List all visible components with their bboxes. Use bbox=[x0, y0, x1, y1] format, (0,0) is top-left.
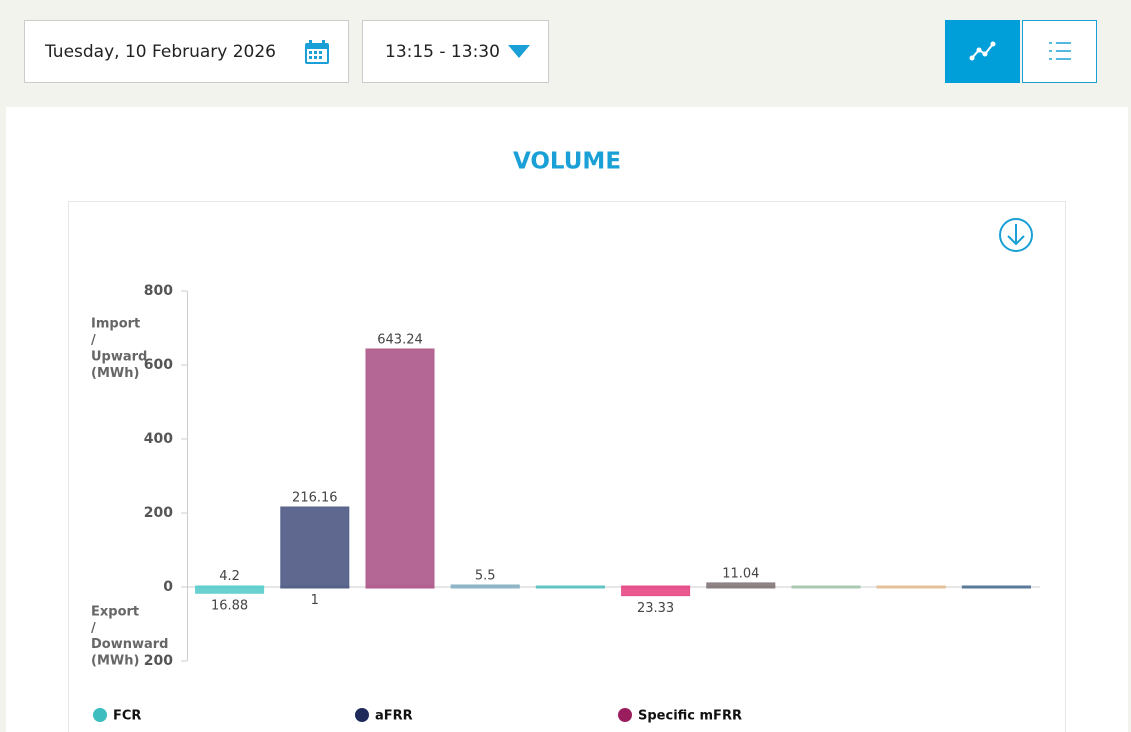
bar bbox=[706, 585, 776, 589]
chart-card bbox=[68, 201, 1066, 732]
legend-label: FCR bbox=[113, 709, 141, 724]
y-tick-label: 600 bbox=[144, 357, 173, 373]
dropdown-arrow bbox=[508, 45, 530, 58]
chart-title: VOLUME bbox=[513, 149, 621, 175]
time-picker[interactable]: 13:15 - 13:30 bbox=[362, 20, 549, 83]
value-label: 23.33 bbox=[637, 601, 674, 616]
y-tick-label: 0 bbox=[163, 579, 173, 595]
bar bbox=[280, 585, 350, 589]
y-axis-label: Upward bbox=[91, 350, 147, 365]
legend-label: Specific mFRR bbox=[638, 709, 742, 724]
download-icon[interactable] bbox=[999, 218, 1033, 252]
list-icon bbox=[1049, 42, 1071, 60]
bar bbox=[961, 585, 1031, 589]
bar bbox=[876, 585, 946, 589]
calendar-icon bbox=[305, 40, 329, 64]
legend-label: aFRR bbox=[375, 709, 413, 724]
value-label: 5.5 bbox=[475, 568, 496, 583]
bar bbox=[621, 586, 691, 597]
bar bbox=[365, 585, 435, 589]
y-tick-label: 800 bbox=[144, 283, 173, 299]
value-label: 643.24 bbox=[377, 333, 423, 348]
y-axis-label: / bbox=[91, 333, 96, 348]
time-text: 13:15 - 13:30 bbox=[385, 41, 500, 62]
y-tick-label: 200 bbox=[144, 653, 173, 669]
bar bbox=[365, 348, 435, 588]
y-axis-label: Downward bbox=[91, 637, 169, 652]
line-icon bbox=[969, 41, 996, 61]
legend-marker bbox=[618, 708, 632, 722]
value-label: 216.16 bbox=[292, 491, 338, 506]
value-label: 11.04 bbox=[722, 566, 759, 581]
y-axis-label: (MWh) bbox=[91, 653, 139, 668]
y-tick-label: 200 bbox=[144, 505, 173, 521]
value-label: 1 bbox=[311, 593, 319, 608]
bar bbox=[535, 585, 605, 589]
chart-view-button[interactable] bbox=[945, 20, 1020, 83]
y-axis-label: (MWh) bbox=[91, 366, 139, 381]
bar bbox=[280, 506, 350, 588]
y-axis-label: Import bbox=[91, 317, 140, 332]
y-axis-label: / bbox=[91, 621, 96, 636]
bar bbox=[195, 586, 265, 594]
y-tick-label: 400 bbox=[144, 431, 173, 447]
legend-marker bbox=[93, 708, 107, 722]
date-text: Tuesday, 10 February 2026 bbox=[45, 41, 277, 62]
value-label: 4.2 bbox=[219, 569, 240, 584]
y-axis-label: Export bbox=[91, 605, 139, 620]
value-label: 16.88 bbox=[211, 599, 248, 614]
date-picker[interactable]: Tuesday, 10 February 2026 bbox=[24, 20, 349, 83]
bar bbox=[791, 585, 861, 589]
bar bbox=[450, 585, 520, 589]
table-view-button[interactable] bbox=[1022, 20, 1097, 83]
legend-marker bbox=[355, 708, 369, 722]
